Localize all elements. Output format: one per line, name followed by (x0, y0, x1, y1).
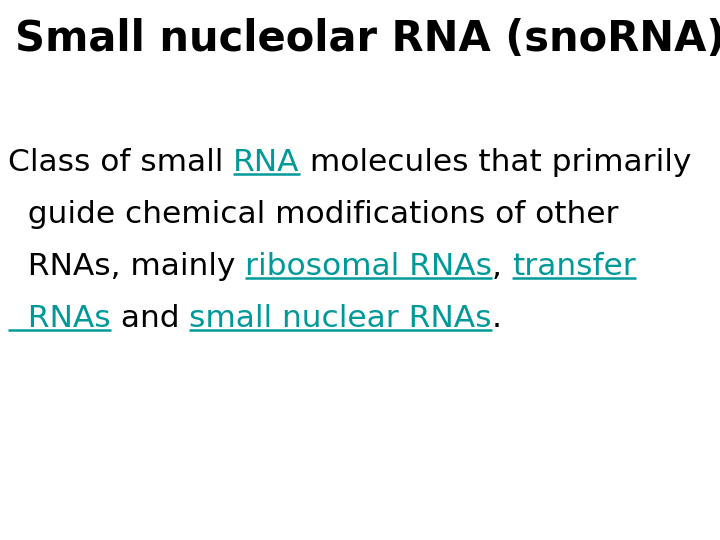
Text: RNAs: RNAs (8, 304, 111, 333)
Text: RNAs, mainly: RNAs, mainly (8, 252, 246, 281)
Text: guide chemical modifications of other: guide chemical modifications of other (8, 200, 618, 229)
Text: .: . (492, 304, 502, 333)
Text: ribosomal RNAs: ribosomal RNAs (246, 252, 492, 281)
Text: Class of small: Class of small (8, 148, 233, 177)
Text: RNA: RNA (233, 148, 300, 177)
Text: molecules that primarily: molecules that primarily (300, 148, 691, 177)
Text: transfer: transfer (512, 252, 636, 281)
Text: and: and (111, 304, 189, 333)
Text: ,: , (492, 252, 512, 281)
Text: Small nucleolar RNA (snoRNA): Small nucleolar RNA (snoRNA) (15, 18, 720, 60)
Text: small nuclear RNAs: small nuclear RNAs (189, 304, 492, 333)
